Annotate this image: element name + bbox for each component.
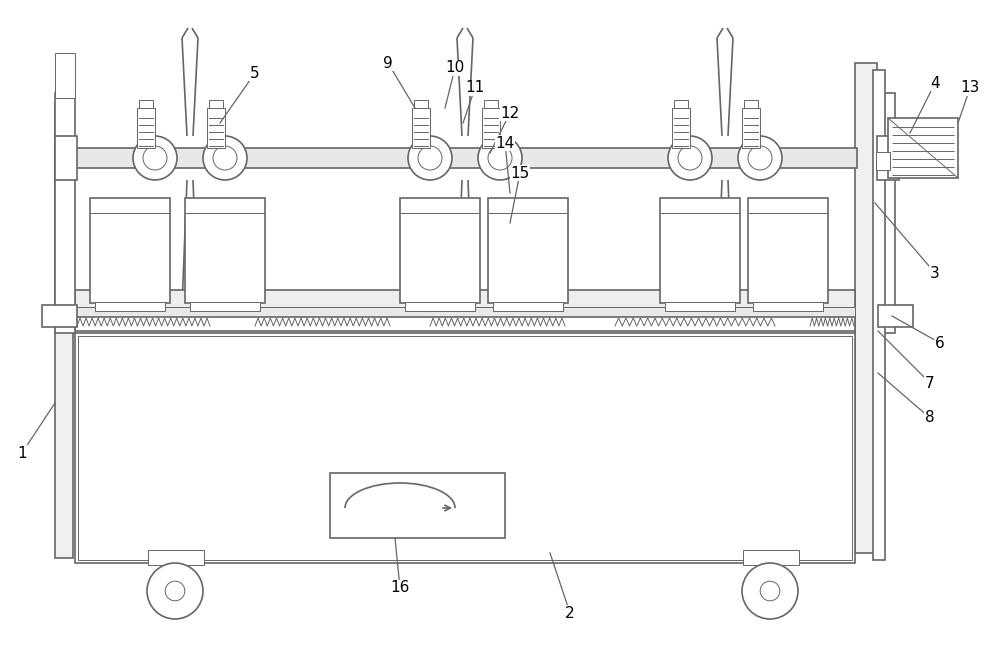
Bar bbox=[660, 198, 740, 303]
Text: 15: 15 bbox=[510, 165, 530, 180]
Text: 10: 10 bbox=[445, 61, 465, 76]
Circle shape bbox=[203, 136, 247, 180]
Bar bbox=[742, 108, 760, 148]
Bar bbox=[748, 198, 828, 303]
Bar bbox=[875, 93, 895, 333]
Bar bbox=[414, 100, 428, 108]
Bar bbox=[753, 302, 823, 311]
Circle shape bbox=[147, 563, 203, 619]
Text: 8: 8 bbox=[925, 411, 935, 426]
Circle shape bbox=[133, 136, 177, 180]
Circle shape bbox=[408, 136, 452, 180]
Bar bbox=[493, 302, 563, 311]
Text: 5: 5 bbox=[250, 65, 260, 80]
Bar bbox=[672, 108, 690, 148]
Circle shape bbox=[738, 136, 782, 180]
Bar bbox=[139, 100, 153, 108]
Bar bbox=[484, 100, 498, 108]
Bar bbox=[744, 100, 758, 108]
Text: 12: 12 bbox=[500, 106, 520, 121]
Bar bbox=[873, 70, 885, 560]
Bar bbox=[412, 108, 430, 148]
Bar bbox=[878, 305, 913, 327]
Bar bbox=[148, 550, 204, 565]
Bar bbox=[72, 148, 857, 168]
Text: 7: 7 bbox=[925, 375, 935, 390]
Bar bbox=[185, 198, 265, 303]
Bar bbox=[55, 103, 73, 558]
Circle shape bbox=[488, 146, 512, 170]
Bar bbox=[55, 136, 77, 180]
Bar bbox=[207, 108, 225, 148]
Text: 11: 11 bbox=[465, 80, 485, 95]
Bar bbox=[90, 198, 170, 303]
Bar bbox=[78, 336, 852, 560]
Bar bbox=[330, 473, 505, 538]
Text: 4: 4 bbox=[930, 76, 940, 91]
Circle shape bbox=[668, 136, 712, 180]
Bar bbox=[665, 302, 735, 311]
Text: 14: 14 bbox=[495, 136, 515, 150]
Bar bbox=[75, 333, 855, 563]
Bar bbox=[400, 198, 480, 303]
Bar bbox=[190, 302, 260, 311]
Circle shape bbox=[760, 581, 780, 601]
Bar bbox=[482, 108, 500, 148]
Bar bbox=[137, 108, 155, 148]
Bar bbox=[75, 290, 855, 308]
Circle shape bbox=[143, 146, 167, 170]
Bar bbox=[488, 198, 568, 303]
Circle shape bbox=[213, 146, 237, 170]
Bar bbox=[674, 100, 688, 108]
Bar bbox=[743, 550, 799, 565]
Bar bbox=[209, 100, 223, 108]
Bar bbox=[75, 317, 855, 331]
Bar bbox=[75, 307, 855, 317]
Circle shape bbox=[748, 146, 772, 170]
Text: 16: 16 bbox=[390, 581, 410, 596]
Text: 13: 13 bbox=[960, 80, 980, 95]
Text: 9: 9 bbox=[383, 56, 393, 71]
Circle shape bbox=[742, 563, 798, 619]
Text: 3: 3 bbox=[930, 266, 940, 281]
Bar bbox=[876, 152, 890, 170]
Text: 6: 6 bbox=[935, 336, 945, 351]
Text: 1: 1 bbox=[17, 445, 27, 460]
Bar bbox=[95, 302, 165, 311]
Bar bbox=[42, 305, 77, 327]
Bar bbox=[405, 302, 475, 311]
Circle shape bbox=[165, 581, 185, 601]
Bar bbox=[855, 63, 877, 553]
Bar bbox=[877, 136, 899, 180]
Bar bbox=[888, 118, 958, 178]
Circle shape bbox=[478, 136, 522, 180]
Bar bbox=[55, 93, 75, 333]
Circle shape bbox=[418, 146, 442, 170]
Text: 2: 2 bbox=[565, 605, 575, 620]
Bar bbox=[55, 53, 75, 98]
Circle shape bbox=[678, 146, 702, 170]
